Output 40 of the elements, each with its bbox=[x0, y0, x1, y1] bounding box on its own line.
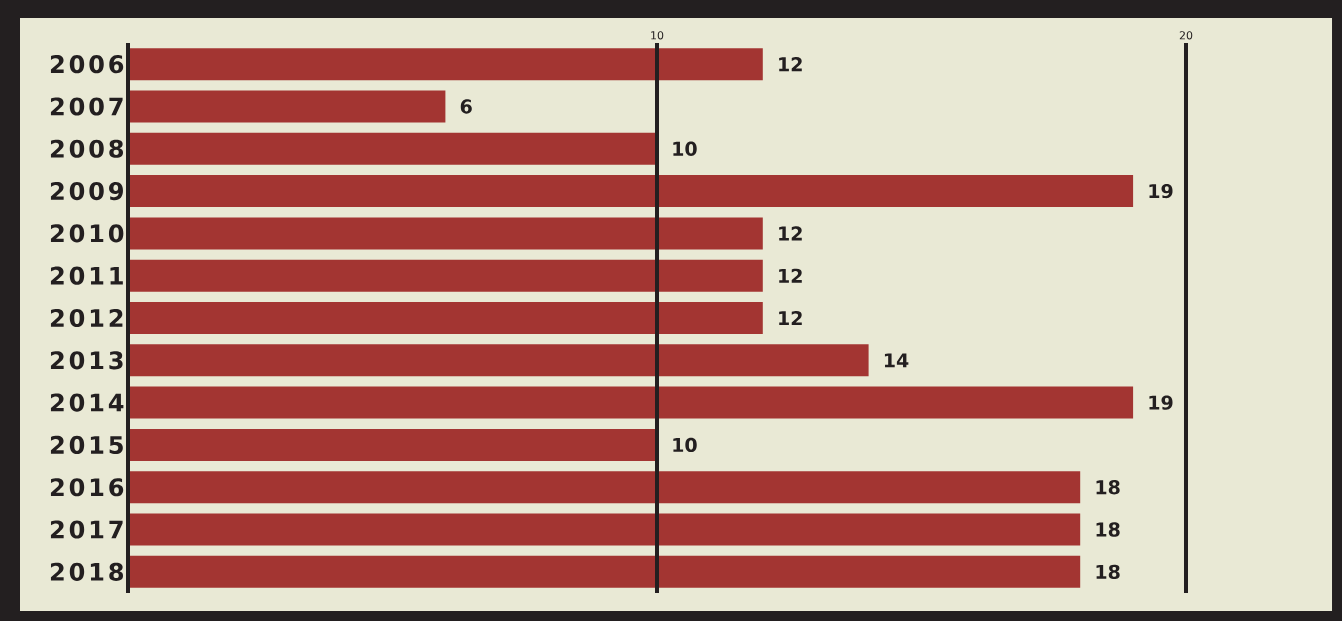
y-tick-label: 2015 bbox=[50, 435, 123, 455]
data-label: 12 bbox=[779, 57, 802, 72]
x-tick-label: 20 bbox=[1179, 31, 1193, 40]
bar bbox=[128, 471, 1081, 504]
data-label: 12 bbox=[779, 226, 802, 241]
y-tick-label: 2011 bbox=[50, 266, 123, 285]
bar bbox=[128, 259, 763, 292]
bar bbox=[128, 302, 763, 334]
data-label: 12 bbox=[779, 310, 802, 326]
data-label: 19 bbox=[1149, 183, 1173, 199]
data-label: 19 bbox=[1149, 395, 1173, 410]
data-label: 18 bbox=[1096, 564, 1120, 580]
data-label: 12 bbox=[779, 268, 802, 283]
y-tick-label: 2008 bbox=[50, 139, 124, 158]
data-label: 10 bbox=[673, 141, 697, 156]
bar bbox=[128, 90, 446, 123]
y-tick-label: 2012 bbox=[50, 308, 123, 328]
y-tick-label: 2010 bbox=[50, 224, 124, 243]
y-tick-label: 2016 bbox=[50, 478, 124, 497]
data-label: 6 bbox=[460, 99, 472, 114]
y-tick-label: 2013 bbox=[50, 351, 123, 370]
y-tick-label: 2018 bbox=[50, 562, 124, 581]
bar bbox=[128, 217, 763, 250]
bar bbox=[128, 132, 657, 165]
y-tick-label: 2014 bbox=[50, 393, 124, 412]
data-label: 10 bbox=[673, 437, 697, 453]
y-tick-label: 2007 bbox=[50, 97, 123, 116]
bar bbox=[128, 48, 763, 81]
data-label: 18 bbox=[1096, 480, 1120, 495]
y-tick-label: 2006 bbox=[50, 55, 124, 74]
bar bbox=[128, 175, 1134, 208]
data-label: 14 bbox=[884, 353, 909, 368]
bar bbox=[128, 344, 869, 377]
data-label: 18 bbox=[1096, 522, 1120, 537]
y-tick-label: 2017 bbox=[50, 520, 123, 539]
bar bbox=[128, 555, 1081, 588]
bar bbox=[128, 386, 1134, 419]
bar bbox=[128, 428, 657, 461]
y-tick-label: 2009 bbox=[50, 182, 123, 201]
bar bbox=[128, 513, 1081, 546]
